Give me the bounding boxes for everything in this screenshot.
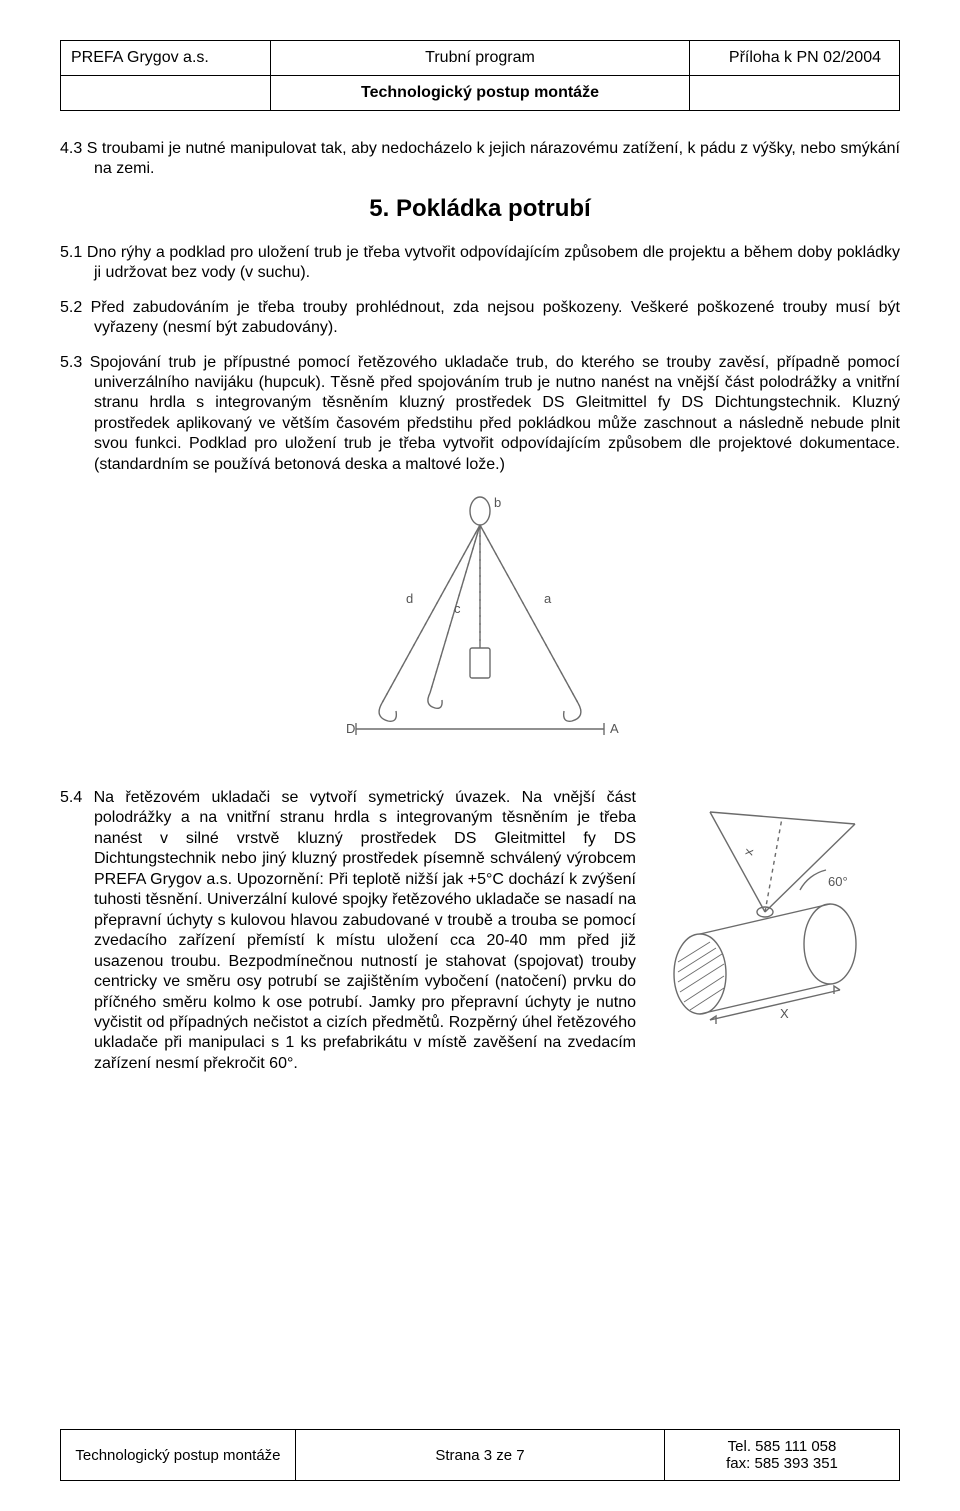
svg-text:A: A: [610, 721, 619, 736]
footer-right: Tel. 585 111 058 fax: 585 393 351: [665, 1430, 900, 1481]
header-title: Technologický postup montáže: [270, 76, 690, 111]
footer-left: Technologický postup montáže: [61, 1430, 296, 1481]
svg-text:x: x: [740, 846, 756, 856]
section-5-title: 5. Pokládka potrubí: [60, 194, 900, 225]
svg-text:c: c: [454, 601, 461, 616]
paragraph-5-2: 5.2 Před zabudováním je třeba trouby pro…: [60, 298, 900, 339]
pipe-angle-svg: 60° x X: [650, 794, 900, 1024]
footer: Technologický postup montáže Strana 3 ze…: [60, 1429, 900, 1481]
header-spacer-left: [61, 76, 271, 111]
paragraph-5-3: 5.3 Spojování trub je přípustné pomocí ř…: [60, 353, 900, 476]
figure-chain-sling: b a c d D A: [60, 493, 900, 759]
figure-pipe-angle: 60° x X: [650, 794, 900, 1030]
paragraph-5-1: 5.1 Dno rýhy a podklad pro uložení trub …: [60, 243, 900, 284]
header-center: Trubní program: [270, 41, 690, 76]
chain-sling-svg: b a c d D A: [310, 493, 650, 753]
svg-text:b: b: [494, 495, 501, 510]
footer-table: Technologický postup montáže Strana 3 ze…: [60, 1429, 900, 1481]
svg-text:d: d: [406, 591, 413, 606]
paragraph-4-3: 4.3 S troubami je nutné manipulovat tak,…: [60, 139, 900, 180]
svg-text:D: D: [346, 721, 355, 736]
header-right: Příloha k PN 02/2004: [690, 41, 900, 76]
header-table: PREFA Grygov a.s. Trubní program Příloha…: [60, 40, 900, 111]
paragraph-5-4-wrap: 60° x X 5.4 Na řetězovém ukladači se vyt…: [60, 788, 900, 1075]
svg-text:a: a: [544, 591, 552, 606]
svg-text:X: X: [780, 1006, 789, 1021]
header-spacer-right: [690, 76, 900, 111]
svg-text:60°: 60°: [828, 874, 848, 889]
footer-center: Strana 3 ze 7: [295, 1430, 664, 1481]
header-left: PREFA Grygov a.s.: [61, 41, 271, 76]
